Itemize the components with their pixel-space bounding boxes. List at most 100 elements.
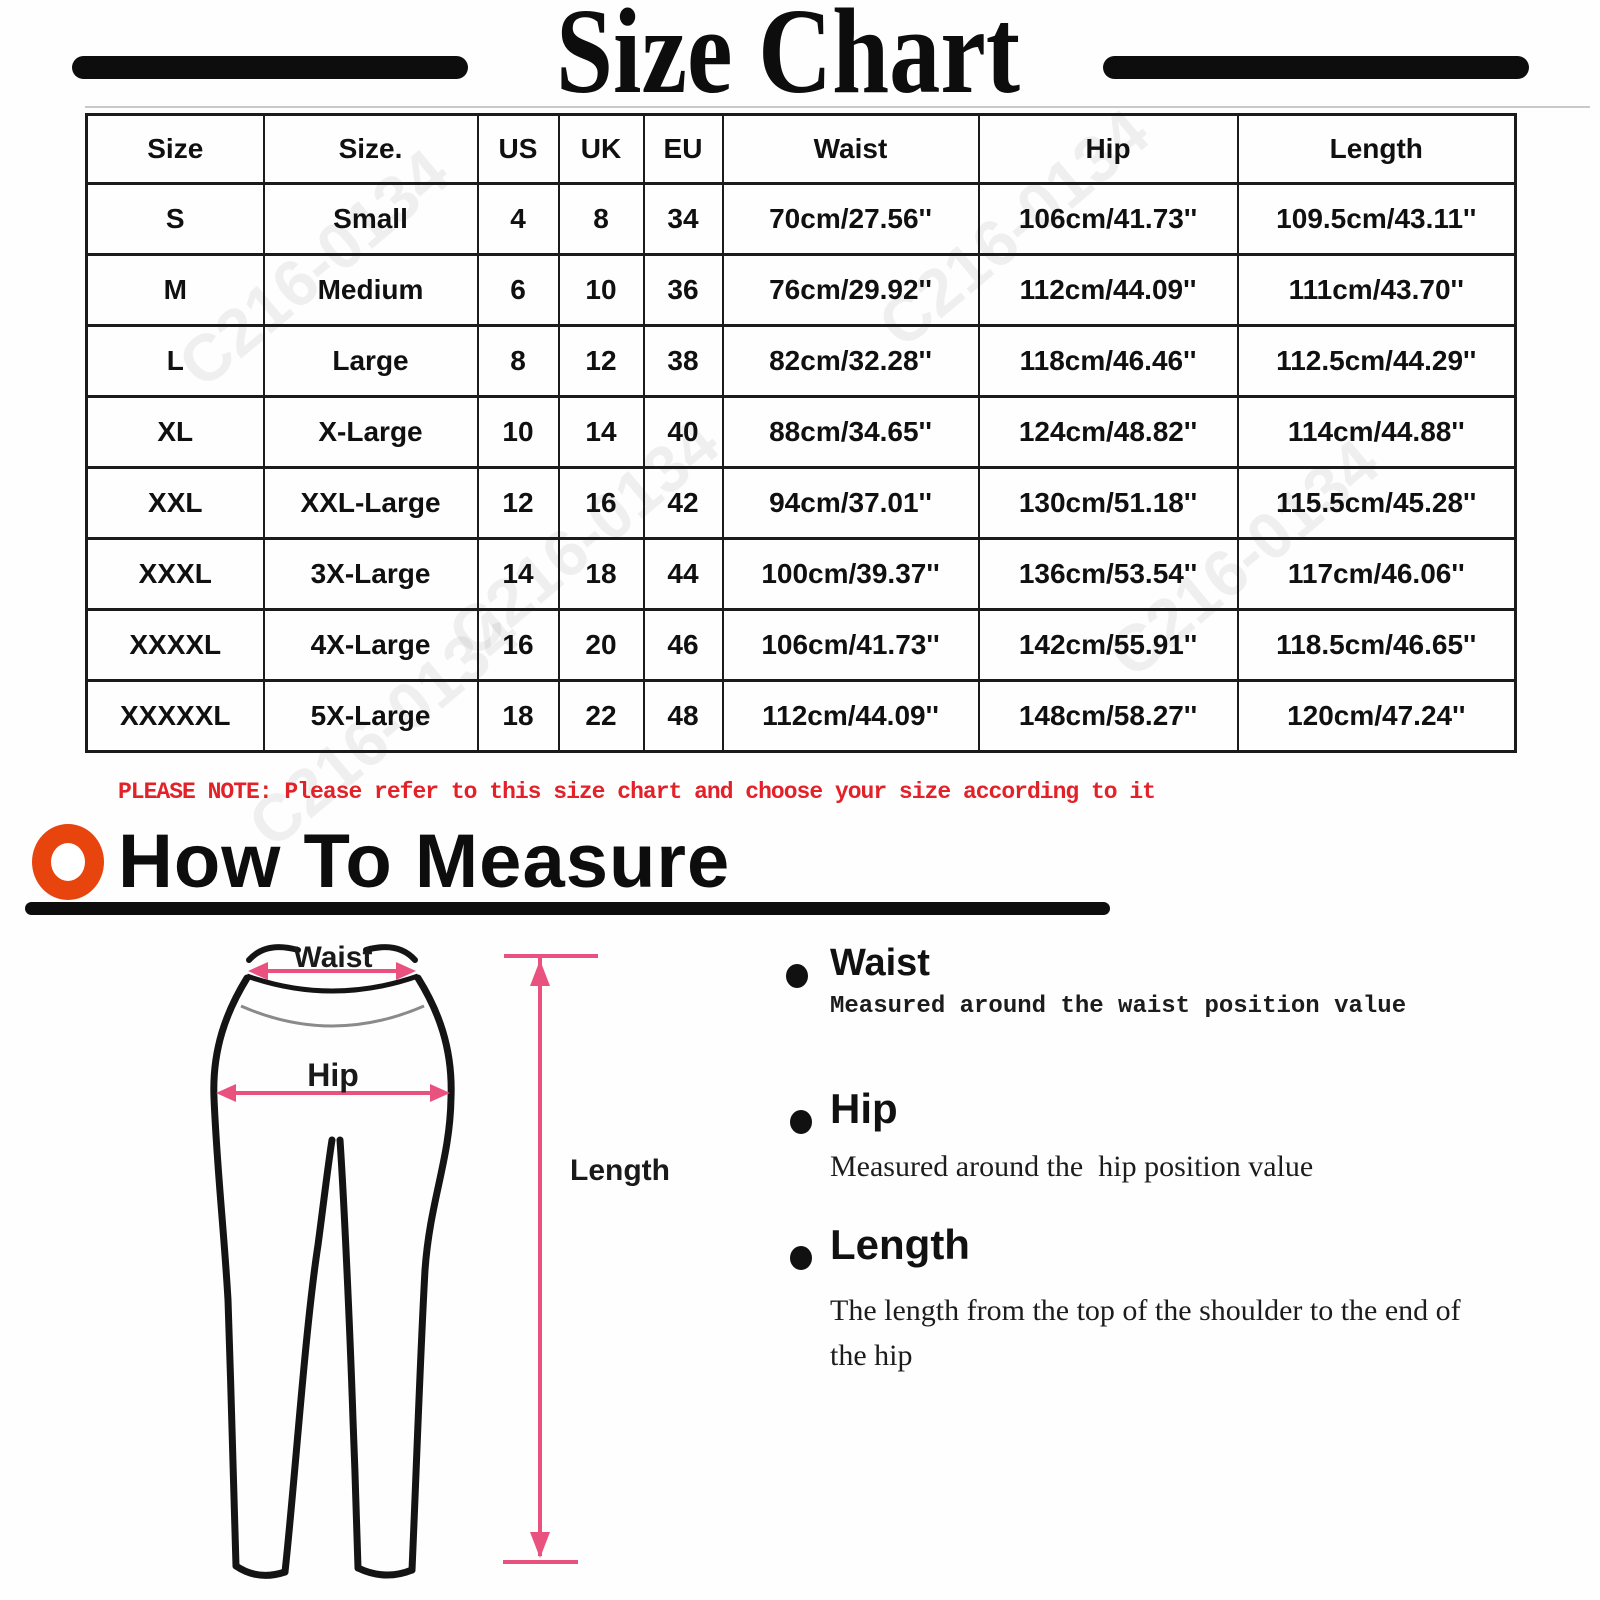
diagram-length-label: Length (570, 1154, 670, 1187)
how-to-measure-title: How To Measure (118, 819, 731, 904)
table-cell: XXXXL (85, 608, 265, 682)
title-right-bar (1103, 56, 1529, 79)
table-cell: 112.5cm/44.29'' (1236, 324, 1517, 398)
column-header: Length (1236, 113, 1517, 185)
table-cell: 14 (476, 537, 560, 611)
table-cell: 130cm/51.18'' (977, 466, 1239, 540)
how-to-measure-underline (25, 902, 1110, 915)
table-cell: 112cm/44.09'' (721, 679, 980, 753)
table-cell: 124cm/48.82'' (977, 395, 1239, 469)
table-cell: 44 (642, 537, 724, 611)
size-table: Size Size. US UK EU Waist Hip Length S Small 4 8 34… (85, 113, 1517, 753)
table-top-rule (85, 106, 1590, 108)
table-cell: 76cm/29.92'' (721, 253, 980, 327)
length-measure-line (503, 954, 598, 1564)
table-cell: XL (85, 395, 265, 469)
bullet-hip-description: Measured around the hip position value (830, 1150, 1314, 1183)
column-header: Waist (721, 113, 980, 185)
waist-curl-right (363, 944, 418, 963)
table-cell: 42 (642, 466, 724, 540)
table-cell: 18 (557, 537, 645, 611)
table-cell: 34 (642, 182, 724, 256)
table-cell: 106cm/41.73'' (721, 608, 980, 682)
table-cell: 118.5cm/46.65'' (1236, 608, 1517, 682)
bullet-length-label: Length (830, 1221, 970, 1268)
table-cell: 48 (642, 679, 724, 753)
table-cell: 109.5cm/43.11'' (1236, 182, 1517, 256)
column-header: US (476, 113, 560, 185)
bullet-dot (786, 964, 808, 988)
table-cell: 142cm/55.91'' (977, 608, 1239, 682)
table-cell: 40 (642, 395, 724, 469)
bullet-hip-label: Hip (830, 1085, 898, 1132)
table-cell: 4 (476, 182, 560, 256)
column-header: Size (85, 113, 265, 185)
table-cell: 46 (642, 608, 724, 682)
table-cell: 16 (476, 608, 560, 682)
diagram-waist-label: Waist (294, 941, 373, 974)
table-cell: 120cm/47.24'' (1236, 679, 1517, 753)
table-cell: 12 (476, 466, 560, 540)
table-cell: 5X-Large (262, 679, 479, 753)
table-cell: 10 (476, 395, 560, 469)
table-cell: 112cm/44.09'' (977, 253, 1239, 327)
table-header-row: Size Size. US UK EU Waist Hip Length (85, 113, 1517, 185)
table-cell: 12 (557, 324, 645, 398)
table-cell: Small (262, 182, 479, 256)
table-cell: 106cm/41.73'' (977, 182, 1239, 256)
bullet-waist-label: Waist (830, 942, 930, 984)
table-row: XL X-Large 10 14 40 88cm/34.65'' 124cm/48.82''… (85, 395, 1517, 469)
bullet-waist-description: Measured around the waist position value (830, 993, 1407, 1020)
table-cell: XXL (85, 466, 265, 540)
table-cell: 148cm/58.27'' (977, 679, 1239, 753)
waistband-seam (240, 1004, 425, 1028)
table-row: XXXXXL 5X-Large 18 22 48 112cm/44.09'' 148cm/5… (85, 679, 1517, 753)
table-cell: XXL-Large (262, 466, 479, 540)
table-row: XXXXL 4X-Large 16 20 46 106cm/41.73'' 142cm/55… (85, 608, 1517, 682)
table-cell: 6 (476, 253, 560, 327)
table-cell: 114cm/44.88'' (1236, 395, 1517, 469)
ring-icon (32, 824, 104, 900)
page-title: Size Chart (556, 0, 1020, 119)
table-cell: 14 (557, 395, 645, 469)
table-cell: 20 (557, 608, 645, 682)
waistband-rim (246, 973, 419, 994)
table-row: XXXL 3X-Large 14 18 44 100cm/39.37'' 136cm/53.… (85, 537, 1517, 611)
table-cell: XXXXXL (85, 679, 265, 753)
table-cell: 70cm/27.56'' (721, 182, 980, 256)
table-cell: 82cm/32.28'' (721, 324, 980, 398)
table-row: S Small 4 8 34 70cm/27.56'' 106cm/41.73'' 109.5… (85, 182, 1517, 256)
table-cell: 115.5cm/45.28'' (1236, 466, 1517, 540)
table-cell: 8 (476, 324, 560, 398)
table-cell: 4X-Large (262, 608, 479, 682)
diagram-hip-label: Hip (307, 1057, 359, 1093)
bullet-length-description: The length from the top of the shoulder … (830, 1294, 1469, 1372)
table-cell: 94cm/37.01'' (721, 466, 980, 540)
column-header: Hip (977, 113, 1239, 185)
table-cell: L (85, 324, 265, 398)
table-cell: 18 (476, 679, 560, 753)
column-header: UK (557, 113, 645, 185)
table-cell: 118cm/46.46'' (977, 324, 1239, 398)
table-cell: 100cm/39.37'' (721, 537, 980, 611)
table-cell: 136cm/53.54'' (977, 537, 1239, 611)
column-header: Size. (262, 113, 479, 185)
title-left-bar (72, 56, 468, 79)
table-row: L Large 8 12 38 82cm/32.28'' 118cm/46.46'' 112.… (85, 324, 1517, 398)
hip-measure-line (216, 1084, 450, 1102)
table-cell: 36 (642, 253, 724, 327)
table-cell: 3X-Large (262, 537, 479, 611)
size-note: PLEASE NOTE: Please refer to this size c… (118, 779, 1156, 805)
bullet-dot (790, 1110, 812, 1134)
table-cell: Large (262, 324, 479, 398)
waist-curl-left (246, 944, 301, 963)
table-row: XXL XXL-Large 12 16 42 94cm/37.01'' 130cm/51.1… (85, 466, 1517, 540)
table-cell: 22 (557, 679, 645, 753)
table-cell: Medium (262, 253, 479, 327)
waist-measure-line (248, 962, 416, 980)
bullet-dot (790, 1246, 812, 1270)
table-cell: M (85, 253, 265, 327)
pants-measure-diagram: Waist Hip Length (210, 941, 670, 1579)
column-header: EU (642, 113, 724, 185)
